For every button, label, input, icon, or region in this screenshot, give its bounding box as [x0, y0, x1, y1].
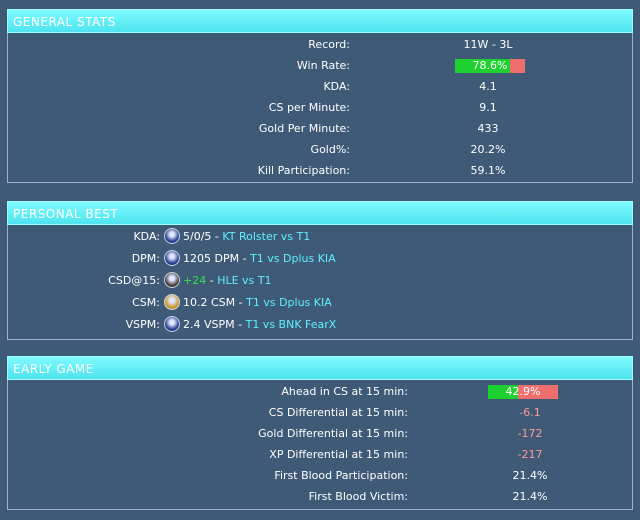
pb-separator: - — [206, 274, 218, 287]
eg-label: Ahead in CS at 15 min: — [281, 385, 408, 398]
eg-row-ahead-cs: Ahead in CS at 15 min: 42.9% — [8, 381, 632, 402]
champion-portrait-icon — [164, 272, 180, 288]
pb-value: 5/0/5 - KT Rolster vs T1 — [164, 226, 310, 247]
general-stats-panel: GENERAL STATS Record: 11W - 3L Win Rate:… — [7, 9, 633, 183]
personal-best-row-vspm: VSPM: 2.4 VSPM - T1 vs BNK FearX — [8, 314, 632, 336]
ahead-cs-bar: 42.9% — [488, 385, 558, 399]
stat-row-gold-per-minute: Gold Per Minute: 433 — [8, 118, 632, 139]
pb-match-link[interactable]: HLE vs T1 — [217, 274, 272, 287]
pb-separator: - — [235, 296, 247, 309]
pb-stat: 2.4 VSPM — [183, 318, 235, 331]
stat-label: Gold Per Minute: — [258, 122, 350, 135]
eg-value: -172 — [517, 427, 543, 440]
personal-best-row-csm: CSM: 10.2 CSM - T1 vs Dplus KIA — [8, 292, 632, 314]
eg-label: XP Differential at 15 min: — [269, 448, 408, 461]
pb-label: KDA: — [133, 230, 160, 243]
win-rate-bar: 78.6% — [455, 59, 525, 73]
stat-label: Gold%: — [310, 143, 350, 156]
champion-portrait-icon — [164, 228, 180, 244]
pb-match-link[interactable]: KT Rolster vs T1 — [222, 230, 311, 243]
stat-row-kill-participation: Kill Participation: 59.1% — [8, 160, 632, 181]
eg-value: -6.1 — [519, 406, 541, 419]
pb-stat: 1205 DPM — [183, 252, 240, 265]
personal-best-panel: PERSONAL BEST KDA: 5/0/5 - KT Rolster vs… — [7, 201, 633, 340]
win-rate-value: 78.6% — [472, 59, 508, 72]
eg-value: 21.4% — [512, 490, 548, 503]
eg-label: First Blood Victim: — [308, 490, 408, 503]
stat-row-record: Record: 11W - 3L — [8, 34, 632, 55]
personal-best-row-kda: KDA: 5/0/5 - KT Rolster vs T1 — [8, 226, 632, 248]
stat-value: 59.1% — [470, 164, 506, 177]
general-stats-body: Record: 11W - 3L Win Rate: 78.6% KDA: 4.… — [7, 33, 633, 183]
pb-match-link[interactable]: T1 vs BNK FearX — [245, 318, 337, 331]
eg-row-first-blood-victim: First Blood Victim: 21.4% — [8, 486, 632, 507]
personal-best-row-csd15: CSD@15: +24 - HLE vs T1 — [8, 270, 632, 292]
pb-value: 1205 DPM - T1 vs Dplus KIA — [164, 248, 336, 269]
pb-value: +24 - HLE vs T1 — [164, 270, 272, 291]
stat-label: CS per Minute: — [268, 101, 350, 114]
eg-row-first-blood-participation: First Blood Participation: 21.4% — [8, 465, 632, 486]
stat-row-kda: KDA: 4.1 — [8, 76, 632, 97]
pb-separator: - — [234, 318, 246, 331]
pb-separator: - — [211, 230, 223, 243]
ahead-cs-value: 42.9% — [505, 385, 541, 398]
stat-label: KDA: — [323, 80, 350, 93]
early-game-body: Ahead in CS at 15 min: 42.9% CS Differen… — [7, 380, 633, 510]
pb-match-link[interactable]: T1 vs Dplus KIA — [246, 296, 332, 309]
eg-row-cs-diff: CS Differential at 15 min: -6.1 — [8, 402, 632, 423]
stat-row-gold-percent: Gold%: 20.2% — [8, 139, 632, 160]
stat-value: 11W - 3L — [463, 38, 513, 51]
stat-label: Win Rate: — [296, 59, 350, 72]
stat-value: 9.1 — [479, 101, 497, 114]
champion-portrait-icon — [164, 316, 180, 332]
general-stats-header: GENERAL STATS — [7, 9, 633, 33]
pb-value: 2.4 VSPM - T1 vs BNK FearX — [164, 314, 336, 335]
pb-label: VSPM: — [125, 318, 160, 331]
stat-label: Kill Participation: — [257, 164, 350, 177]
pb-stat: 10.2 CSM — [183, 296, 236, 309]
ahead-cs-bar-fill — [488, 385, 519, 399]
stat-value: 4.1 — [479, 80, 497, 93]
pb-match-link[interactable]: T1 vs Dplus KIA — [250, 252, 336, 265]
pb-label: CSD@15: — [108, 274, 160, 287]
personal-best-row-dpm: DPM: 1205 DPM - T1 vs Dplus KIA — [8, 248, 632, 270]
stat-label: Record: — [308, 38, 350, 51]
eg-label: First Blood Participation: — [274, 469, 408, 482]
eg-row-gold-diff: Gold Differential at 15 min: -172 — [8, 423, 632, 444]
pb-stat: +24 — [183, 274, 207, 287]
stat-value: 20.2% — [470, 143, 506, 156]
early-game-header: EARLY GAME — [7, 356, 633, 380]
personal-best-body: KDA: 5/0/5 - KT Rolster vs T1 DPM: 1205 … — [7, 225, 633, 340]
stat-row-win-rate: Win Rate: 78.6% — [8, 55, 632, 76]
pb-label: DPM: — [131, 252, 160, 265]
eg-value: 21.4% — [512, 469, 548, 482]
early-game-panel: EARLY GAME Ahead in CS at 15 min: 42.9% … — [7, 356, 633, 510]
champion-portrait-icon — [164, 250, 180, 266]
pb-label: CSM: — [132, 296, 160, 309]
pb-value: 10.2 CSM - T1 vs Dplus KIA — [164, 292, 332, 313]
stat-value: 433 — [477, 122, 499, 135]
eg-row-xp-diff: XP Differential at 15 min: -217 — [8, 444, 632, 465]
pb-stat: 5/0/5 — [183, 230, 212, 243]
personal-best-header: PERSONAL BEST — [7, 201, 633, 225]
champion-portrait-icon — [164, 294, 180, 310]
stat-row-cs-per-minute: CS per Minute: 9.1 — [8, 97, 632, 118]
eg-label: CS Differential at 15 min: — [268, 406, 408, 419]
eg-value: -217 — [517, 448, 543, 461]
pb-separator: - — [239, 252, 251, 265]
win-rate-bar-fill — [455, 59, 511, 73]
eg-label: Gold Differential at 15 min: — [258, 427, 408, 440]
